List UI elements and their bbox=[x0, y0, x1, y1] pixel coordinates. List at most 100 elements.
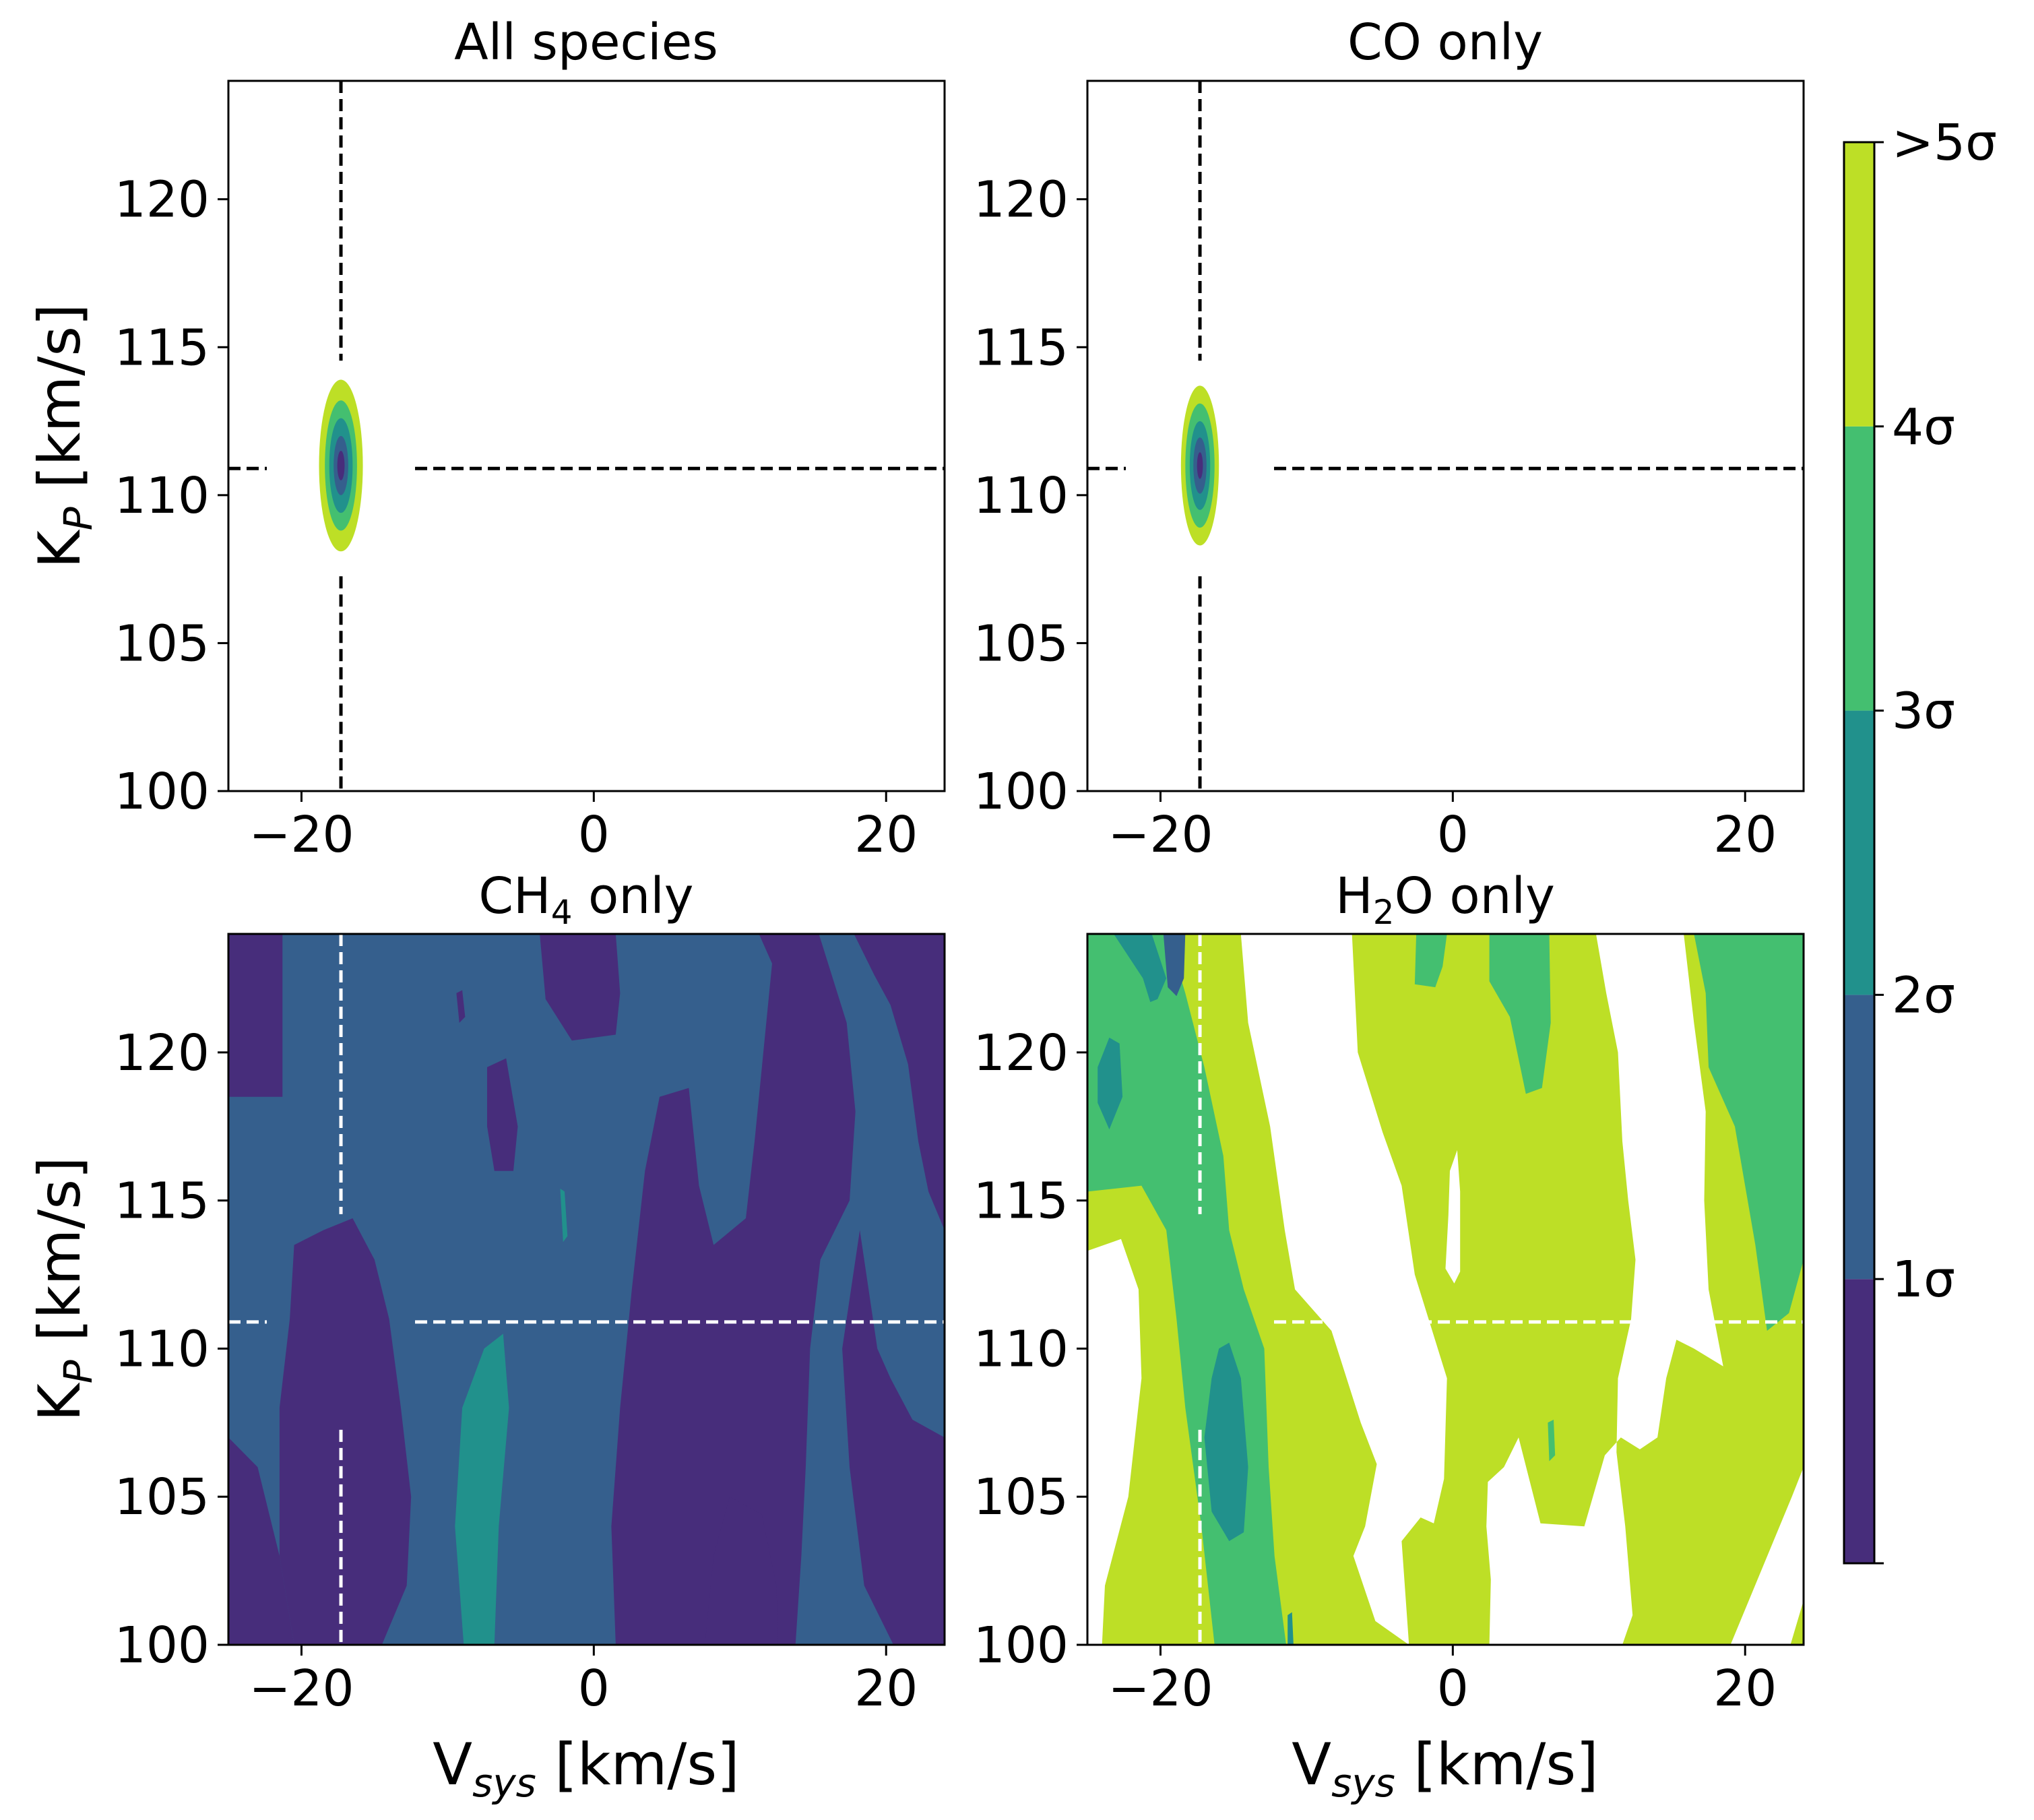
contour-region-level-1 bbox=[456, 990, 466, 1023]
plot-area bbox=[228, 934, 945, 1645]
marker-lines bbox=[1087, 934, 1804, 1645]
contour-region-level-0 bbox=[1087, 1238, 1142, 1645]
y-tick-label: 115 bbox=[115, 1172, 210, 1230]
y-axis-label-sub: P bbox=[55, 1360, 101, 1383]
panel-title: H2O only bbox=[1335, 867, 1555, 932]
plot-frame bbox=[227, 80, 946, 792]
colorbar-tick-label: 2σ bbox=[1892, 966, 1955, 1024]
colorbar-segment-level-5 bbox=[1844, 142, 1874, 427]
x-tick-label: 0 bbox=[578, 806, 610, 864]
y-axis-label-unit: [km/s] bbox=[26, 1156, 94, 1360]
x-tick-label: 0 bbox=[578, 1660, 610, 1718]
x-axis: −20 0 20 bbox=[1108, 791, 1777, 864]
y-tick-label: 110 bbox=[115, 1320, 210, 1378]
contour-region-level-1 bbox=[705, 1497, 778, 1645]
panel-title-rest: O only bbox=[1395, 867, 1555, 925]
contour-region-level-1 bbox=[611, 934, 856, 1645]
y-axis-label-sub: P bbox=[55, 507, 101, 530]
marker-lines bbox=[1087, 81, 1804, 791]
contour-region-level-0 bbox=[1445, 1150, 1461, 1284]
colorbar-segment-level-1 bbox=[1844, 1279, 1874, 1563]
y-tick-label: 120 bbox=[115, 171, 210, 229]
contour-region-level-4 bbox=[1414, 934, 1447, 988]
x-tick-label: 0 bbox=[1437, 1660, 1469, 1718]
panel-title-main: H bbox=[1335, 867, 1373, 925]
marker-lines bbox=[228, 934, 945, 1645]
y-tick-label: 120 bbox=[974, 1024, 1069, 1082]
x-axis-label-sub: sys bbox=[472, 1760, 536, 1806]
panel-title: CH4 only bbox=[478, 867, 693, 932]
y-axis-label: KP [km/s] bbox=[26, 303, 101, 568]
x-tick-label: 0 bbox=[1437, 806, 1469, 864]
colorbar-tick-label: 4σ bbox=[1892, 398, 1955, 456]
plot-area bbox=[1087, 934, 1804, 1645]
y-tick-label: 120 bbox=[115, 1024, 210, 1082]
x-tick-label: −20 bbox=[1108, 806, 1213, 864]
y-axis: 100 105 110 115 120 bbox=[974, 171, 1087, 821]
y-axis: 100 105 110 115 120 bbox=[115, 171, 228, 821]
y-tick-label: 105 bbox=[974, 1468, 1069, 1526]
contour-region-level-3 bbox=[1288, 1612, 1294, 1645]
colorbar-tick-label: 1σ bbox=[1892, 1251, 1955, 1309]
x-axis-label: Vsys [km/s] bbox=[433, 1731, 739, 1806]
y-axis-label-unit: [km/s] bbox=[26, 303, 94, 507]
contour-region-level-3 bbox=[560, 1189, 568, 1243]
y-axis: 100 105 110 115 120 bbox=[974, 1024, 1087, 1674]
x-tick-label: −20 bbox=[249, 1660, 354, 1718]
panel-h2o-only: H2O only −20 0 20 100 105 110 115 120 Vsys [km… bbox=[974, 867, 1805, 1806]
panel-title: CO only bbox=[1347, 13, 1543, 71]
peak-contour-level-1 bbox=[1197, 452, 1203, 479]
contour-region-level-4 bbox=[1694, 934, 1804, 1331]
panel-ch4-only: CH4 only −20 0 20 100 105 110 115 120 KP [km/s… bbox=[26, 867, 946, 1806]
peak-contour-level-1 bbox=[337, 450, 345, 480]
plot-area bbox=[1087, 81, 1804, 791]
panel-all-species: All species −20 0 20 100 105 110 115 120 KP [k… bbox=[26, 13, 946, 864]
contour-region-level-1 bbox=[228, 934, 283, 1097]
contour-region-level-1 bbox=[487, 1058, 518, 1171]
y-tick-label: 100 bbox=[974, 1617, 1069, 1674]
plot-area bbox=[228, 81, 945, 791]
y-tick-label: 120 bbox=[974, 171, 1069, 229]
x-axis-label: Vsys [km/s] bbox=[1292, 1731, 1598, 1806]
x-tick-label: −20 bbox=[249, 806, 354, 864]
contour-region-level-0 bbox=[1486, 934, 1723, 1645]
contour-region-level-1 bbox=[854, 934, 945, 1230]
x-axis: −20 0 20 bbox=[249, 1645, 918, 1718]
y-tick-label: 110 bbox=[115, 467, 210, 525]
x-tick-label: 20 bbox=[854, 806, 918, 864]
colorbar-tick-label: >5σ bbox=[1892, 114, 1997, 172]
panel-co-only: CO only −20 0 20 100 105 110 115 120 bbox=[974, 13, 1805, 864]
contour-region-level-1 bbox=[228, 1437, 294, 1645]
contour-group bbox=[319, 379, 363, 552]
y-tick-label: 110 bbox=[974, 1320, 1069, 1378]
colorbar-segments bbox=[1844, 142, 1874, 1563]
plot-frame bbox=[1086, 933, 1805, 1646]
x-axis-label-main: V bbox=[433, 1731, 472, 1798]
contour-region-level-1 bbox=[842, 1230, 945, 1645]
contour-group bbox=[1087, 934, 1804, 1645]
contour-region-level-0 bbox=[1240, 934, 1447, 1645]
panel-title: All species bbox=[454, 13, 718, 71]
x-axis-label-unit: [km/s] bbox=[536, 1731, 740, 1798]
contour-region-level-4 bbox=[1489, 934, 1551, 1094]
colorbar-segment-level-3 bbox=[1844, 710, 1874, 995]
y-tick-label: 105 bbox=[115, 615, 210, 672]
y-tick-label: 105 bbox=[974, 615, 1069, 672]
x-axis-label-main: V bbox=[1292, 1731, 1331, 1798]
contour-group bbox=[1180, 385, 1219, 546]
y-tick-label: 115 bbox=[974, 319, 1069, 377]
panel-title-sub: 4 bbox=[551, 893, 573, 932]
colorbar-tick-label: 3σ bbox=[1892, 683, 1955, 741]
contour-group bbox=[228, 934, 945, 1645]
contour-region-level-1 bbox=[279, 1218, 412, 1645]
y-tick-label: 115 bbox=[974, 1172, 1069, 1230]
contour-region-level-0 bbox=[1730, 1467, 1804, 1645]
x-tick-label: 20 bbox=[1713, 1660, 1777, 1718]
x-tick-label: −20 bbox=[1108, 1660, 1213, 1718]
panel-title-rest: only bbox=[573, 867, 694, 925]
colorbar-frame bbox=[1843, 141, 1876, 1565]
plot-frame bbox=[1086, 80, 1805, 792]
contour-region-level-3 bbox=[1098, 1037, 1123, 1130]
y-tick-label: 105 bbox=[115, 1468, 210, 1526]
